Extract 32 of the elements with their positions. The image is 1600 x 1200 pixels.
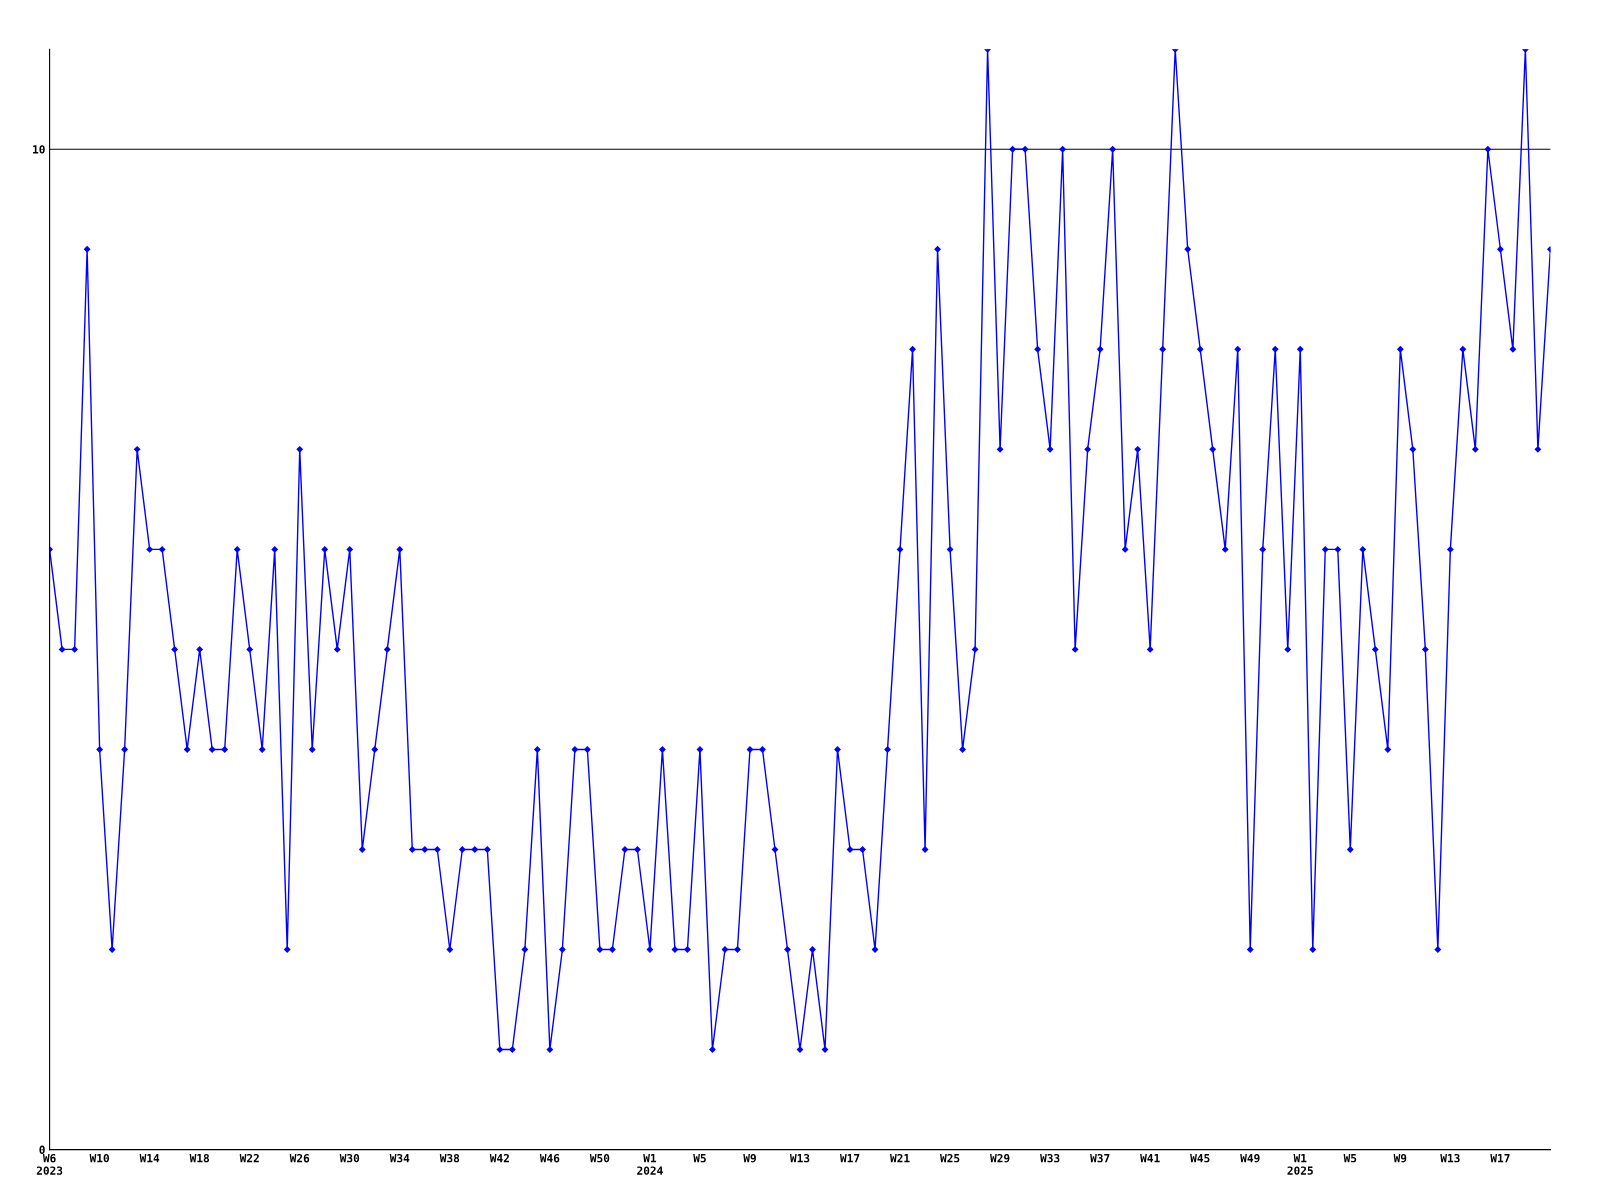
x-tick-label: W21 [890,1153,910,1163]
x-tick-label: W33 [1040,1153,1060,1163]
x-tick-label: W18 [189,1153,210,1163]
x-tick-label: W10 [89,1153,109,1163]
x-tick-label: W17 [1490,1154,1510,1163]
x-tick-label: W14 [139,1154,160,1163]
x-tick-label: W13 [789,1153,810,1163]
x-tick-label: W5 [693,1154,706,1163]
x-tick-label: W1 2024 [637,1154,663,1175]
y-tick-label: 10 [33,145,45,154]
x-tick-label: W13 [1440,1153,1460,1163]
x-tick-label: W30 [339,1153,360,1163]
x-tick-label: W6 2023 [36,1153,63,1175]
x-tick-label: W45 [1190,1154,1210,1163]
x-tick-label: W38 [439,1153,460,1163]
x-tick-label: W9 [743,1154,756,1163]
x-tick-label: W9 [1393,1154,1407,1163]
x-tick-label: W5 [1343,1154,1357,1163]
x-tick-label: W1 2025 [1287,1154,1313,1175]
x-tick-label: W34 [389,1153,410,1163]
x-tick-label: W46 [539,1153,560,1163]
x-tick-label: W37 [1090,1153,1110,1163]
x-tick-label: W25 [940,1153,960,1163]
x-tick-label: W50 [589,1153,610,1163]
x-tick-label: W42 [489,1153,509,1163]
x-tick-label: W22 [239,1153,259,1163]
x-tick-label: W49 [1240,1154,1260,1163]
x-tick-label: W26 [289,1153,310,1163]
y-tick-label: 0 [39,1145,45,1154]
x-tick-label: W29 [990,1153,1010,1163]
x-tick-label: W17 [839,1154,860,1163]
x-tick-label: W41 [1140,1154,1160,1163]
